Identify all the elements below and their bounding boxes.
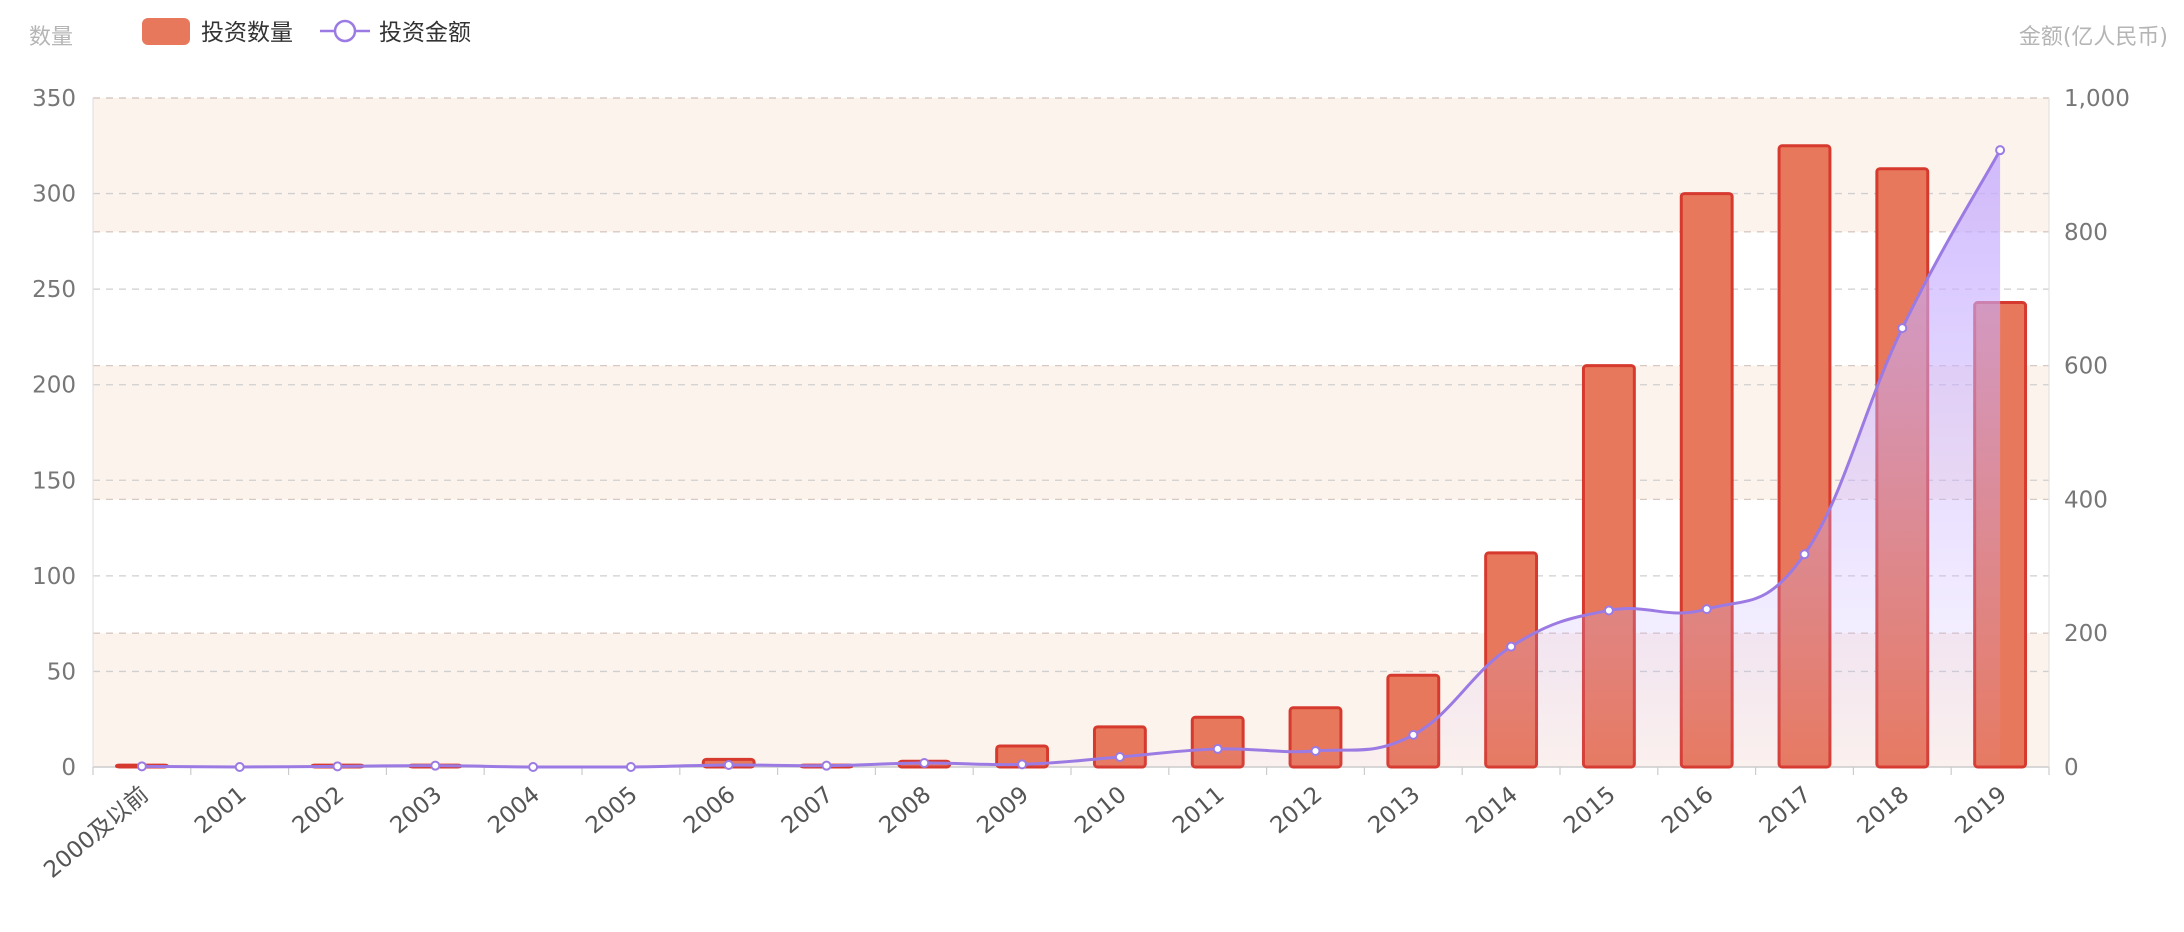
x-tick-label: 2010 (1070, 782, 1132, 840)
x-tick-label: 2013 (1364, 782, 1426, 840)
x-tick-label: 2006 (679, 782, 741, 840)
line-point (332, 761, 343, 772)
legend-bar-swatch (142, 18, 190, 45)
x-tick-label: 2014 (1461, 782, 1523, 840)
line-point (625, 762, 636, 772)
line-series (136, 145, 2006, 772)
line-point (1701, 604, 1712, 615)
x-tick-label: 2003 (386, 782, 448, 840)
y-right-tick-label: 0 (2064, 755, 2079, 781)
line-point (430, 760, 441, 771)
line-point (1310, 745, 1321, 756)
line-point (1995, 145, 2006, 156)
x-tick-label: 2004 (483, 782, 545, 840)
line-point (1603, 605, 1614, 616)
line-point (1212, 743, 1223, 754)
line-point (1506, 641, 1517, 652)
legend-line-marker (333, 19, 357, 43)
x-tick-label: 2019 (1950, 782, 2012, 840)
line-area (141, 150, 2001, 767)
line-point (1799, 549, 1810, 560)
line-point (1114, 751, 1125, 762)
x-tick-label: 2008 (875, 782, 937, 840)
x-tick-label: 2005 (581, 782, 643, 840)
x-tick-label: 2000及以前 (39, 782, 153, 884)
line-point (528, 762, 539, 772)
legend-item-line[interactable]: 投资金额 (320, 19, 471, 46)
line-point (1017, 759, 1028, 770)
line-point (919, 757, 930, 768)
legend[interactable]: 投资数量 投资金额 (142, 18, 471, 46)
line-point (723, 759, 734, 770)
y-right-tick-label: 600 (2064, 354, 2108, 380)
background-band (93, 98, 2049, 232)
background-band (93, 365, 2049, 500)
y-left-tick-label: 100 (32, 564, 76, 590)
y-left-tick-label: 200 (32, 373, 76, 399)
y-left-tick-label: 350 (32, 86, 76, 112)
line-point (821, 760, 832, 771)
y-right-tick-label: 200 (2064, 621, 2108, 647)
x-tick-label: 2002 (288, 782, 350, 840)
legend-item-bar[interactable]: 投资数量 (142, 18, 293, 46)
x-tick-label: 2007 (777, 782, 839, 840)
line-point (1408, 729, 1419, 740)
x-tick-label: 2001 (190, 782, 252, 840)
y-right-tick-label: 1,000 (2064, 86, 2130, 112)
y-right-tick-label: 800 (2064, 220, 2108, 246)
x-tick-label: 2017 (1755, 782, 1817, 840)
y-left-axis-title: 数量 (29, 25, 73, 50)
line-point (1897, 323, 1908, 334)
y-left-tick-label: 50 (47, 659, 76, 685)
line-point (136, 761, 147, 772)
x-tick-label: 2011 (1168, 782, 1230, 840)
y-right-tick-label: 400 (2064, 487, 2108, 513)
line-point (234, 762, 245, 772)
x-tick-label: 2009 (972, 782, 1034, 840)
line-path (141, 149, 2002, 769)
y-left-tick-label: 0 (61, 755, 76, 781)
y-left-tick-label: 150 (32, 468, 76, 494)
legend-bar-label: 投资数量 (201, 20, 293, 46)
legend-line-label: 投资金额 (379, 20, 471, 46)
y-left-tick-label: 250 (32, 277, 76, 303)
x-tick-label: 2018 (1853, 782, 1915, 840)
x-tick-label: 2012 (1266, 782, 1328, 840)
y-left-tick-label: 300 (32, 182, 76, 208)
x-tick-label: 2016 (1657, 782, 1719, 840)
x-tick-label: 2015 (1559, 782, 1621, 840)
y-right-axis-title: 金额(亿人民币) (2019, 25, 2168, 50)
